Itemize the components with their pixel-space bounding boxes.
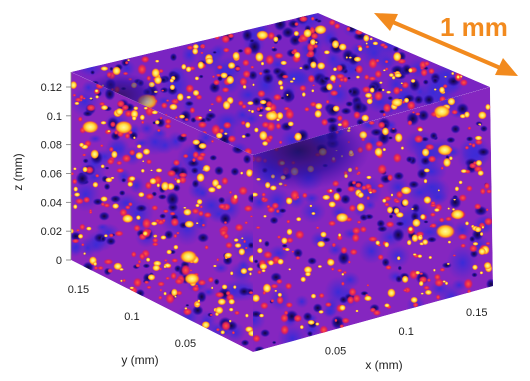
x-axis-ticks: 0.05 0.1 0.15 [325, 307, 488, 358]
x-tick-label: 0.15 [466, 307, 487, 319]
z-tick-label: 0 [56, 255, 62, 267]
y-axis-ticks: 0.05 0.1 0.15 [68, 284, 196, 350]
y-tick-label: 0.05 [175, 338, 196, 350]
z-tick-label: 0.02 [41, 226, 62, 238]
z-tick-label: 0.1 [47, 111, 62, 123]
scale-arrow [374, 13, 518, 76]
cube-left-face [71, 72, 253, 352]
y-axis-label: y (mm) [121, 353, 158, 367]
z-tick-label: 0.12 [41, 82, 62, 94]
x-tick-label: 0.05 [325, 346, 346, 358]
z-axis-label: z (mm) [11, 153, 25, 190]
y-tick-label: 0.1 [124, 311, 139, 323]
z-tick-label: 0.08 [41, 140, 62, 152]
y-tick-label: 0.15 [68, 284, 89, 296]
z-tick-label: 0.06 [41, 169, 62, 181]
scale-label: 1 mm [440, 12, 508, 42]
x-tick-label: 0.1 [399, 326, 414, 338]
x-axis-label: x (mm) [365, 358, 402, 372]
z-tick-label: 0.04 [41, 197, 62, 209]
z-axis-ticks: 0 0.02 0.04 0.06 0.08 0.1 0.12 [41, 82, 71, 267]
